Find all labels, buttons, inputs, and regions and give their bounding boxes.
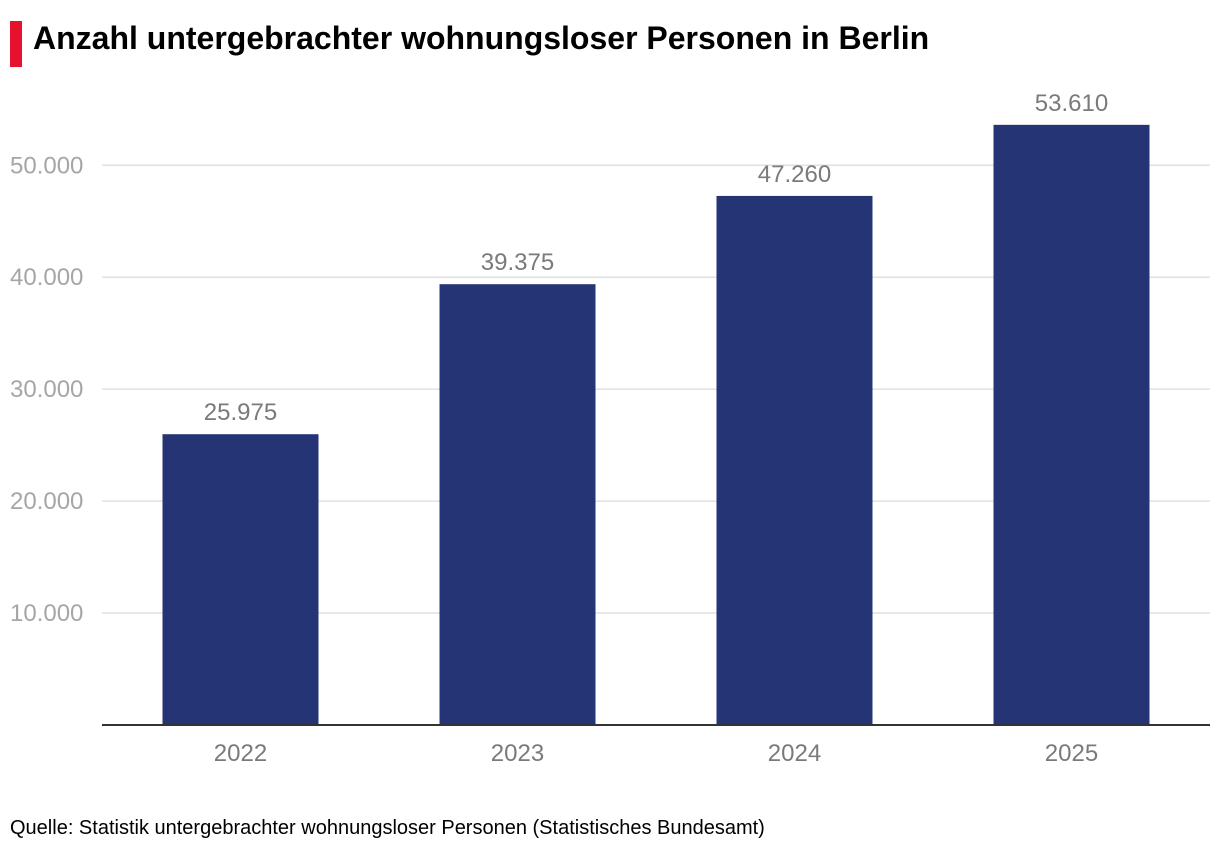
data-label: 47.260: [758, 161, 831, 188]
chart-title: Anzahl untergebrachter wohnungsloser Per…: [33, 20, 930, 56]
x-tick-label: 2023: [491, 740, 544, 767]
y-tick-label: 30.000: [10, 376, 83, 403]
data-label: 25.975: [204, 399, 277, 426]
y-tick-label: 50.000: [10, 152, 83, 179]
bar: [439, 284, 596, 725]
x-tick-label: 2022: [214, 740, 267, 767]
bar: [993, 124, 1150, 725]
x-tick-label: 2024: [768, 740, 821, 767]
data-label: 53.610: [1035, 90, 1108, 117]
data-label: 39.375: [481, 249, 554, 276]
y-tick-label: 10.000: [10, 600, 83, 627]
source-note: Quelle: Statistik untergebrachter wohnun…: [10, 817, 765, 839]
title-accent-bar: [10, 21, 22, 67]
y-tick-label: 20.000: [10, 488, 83, 515]
x-tick-label: 2025: [1045, 740, 1098, 767]
bar: [716, 195, 873, 725]
y-tick-label: 40.000: [10, 264, 83, 291]
bar: [162, 434, 319, 725]
